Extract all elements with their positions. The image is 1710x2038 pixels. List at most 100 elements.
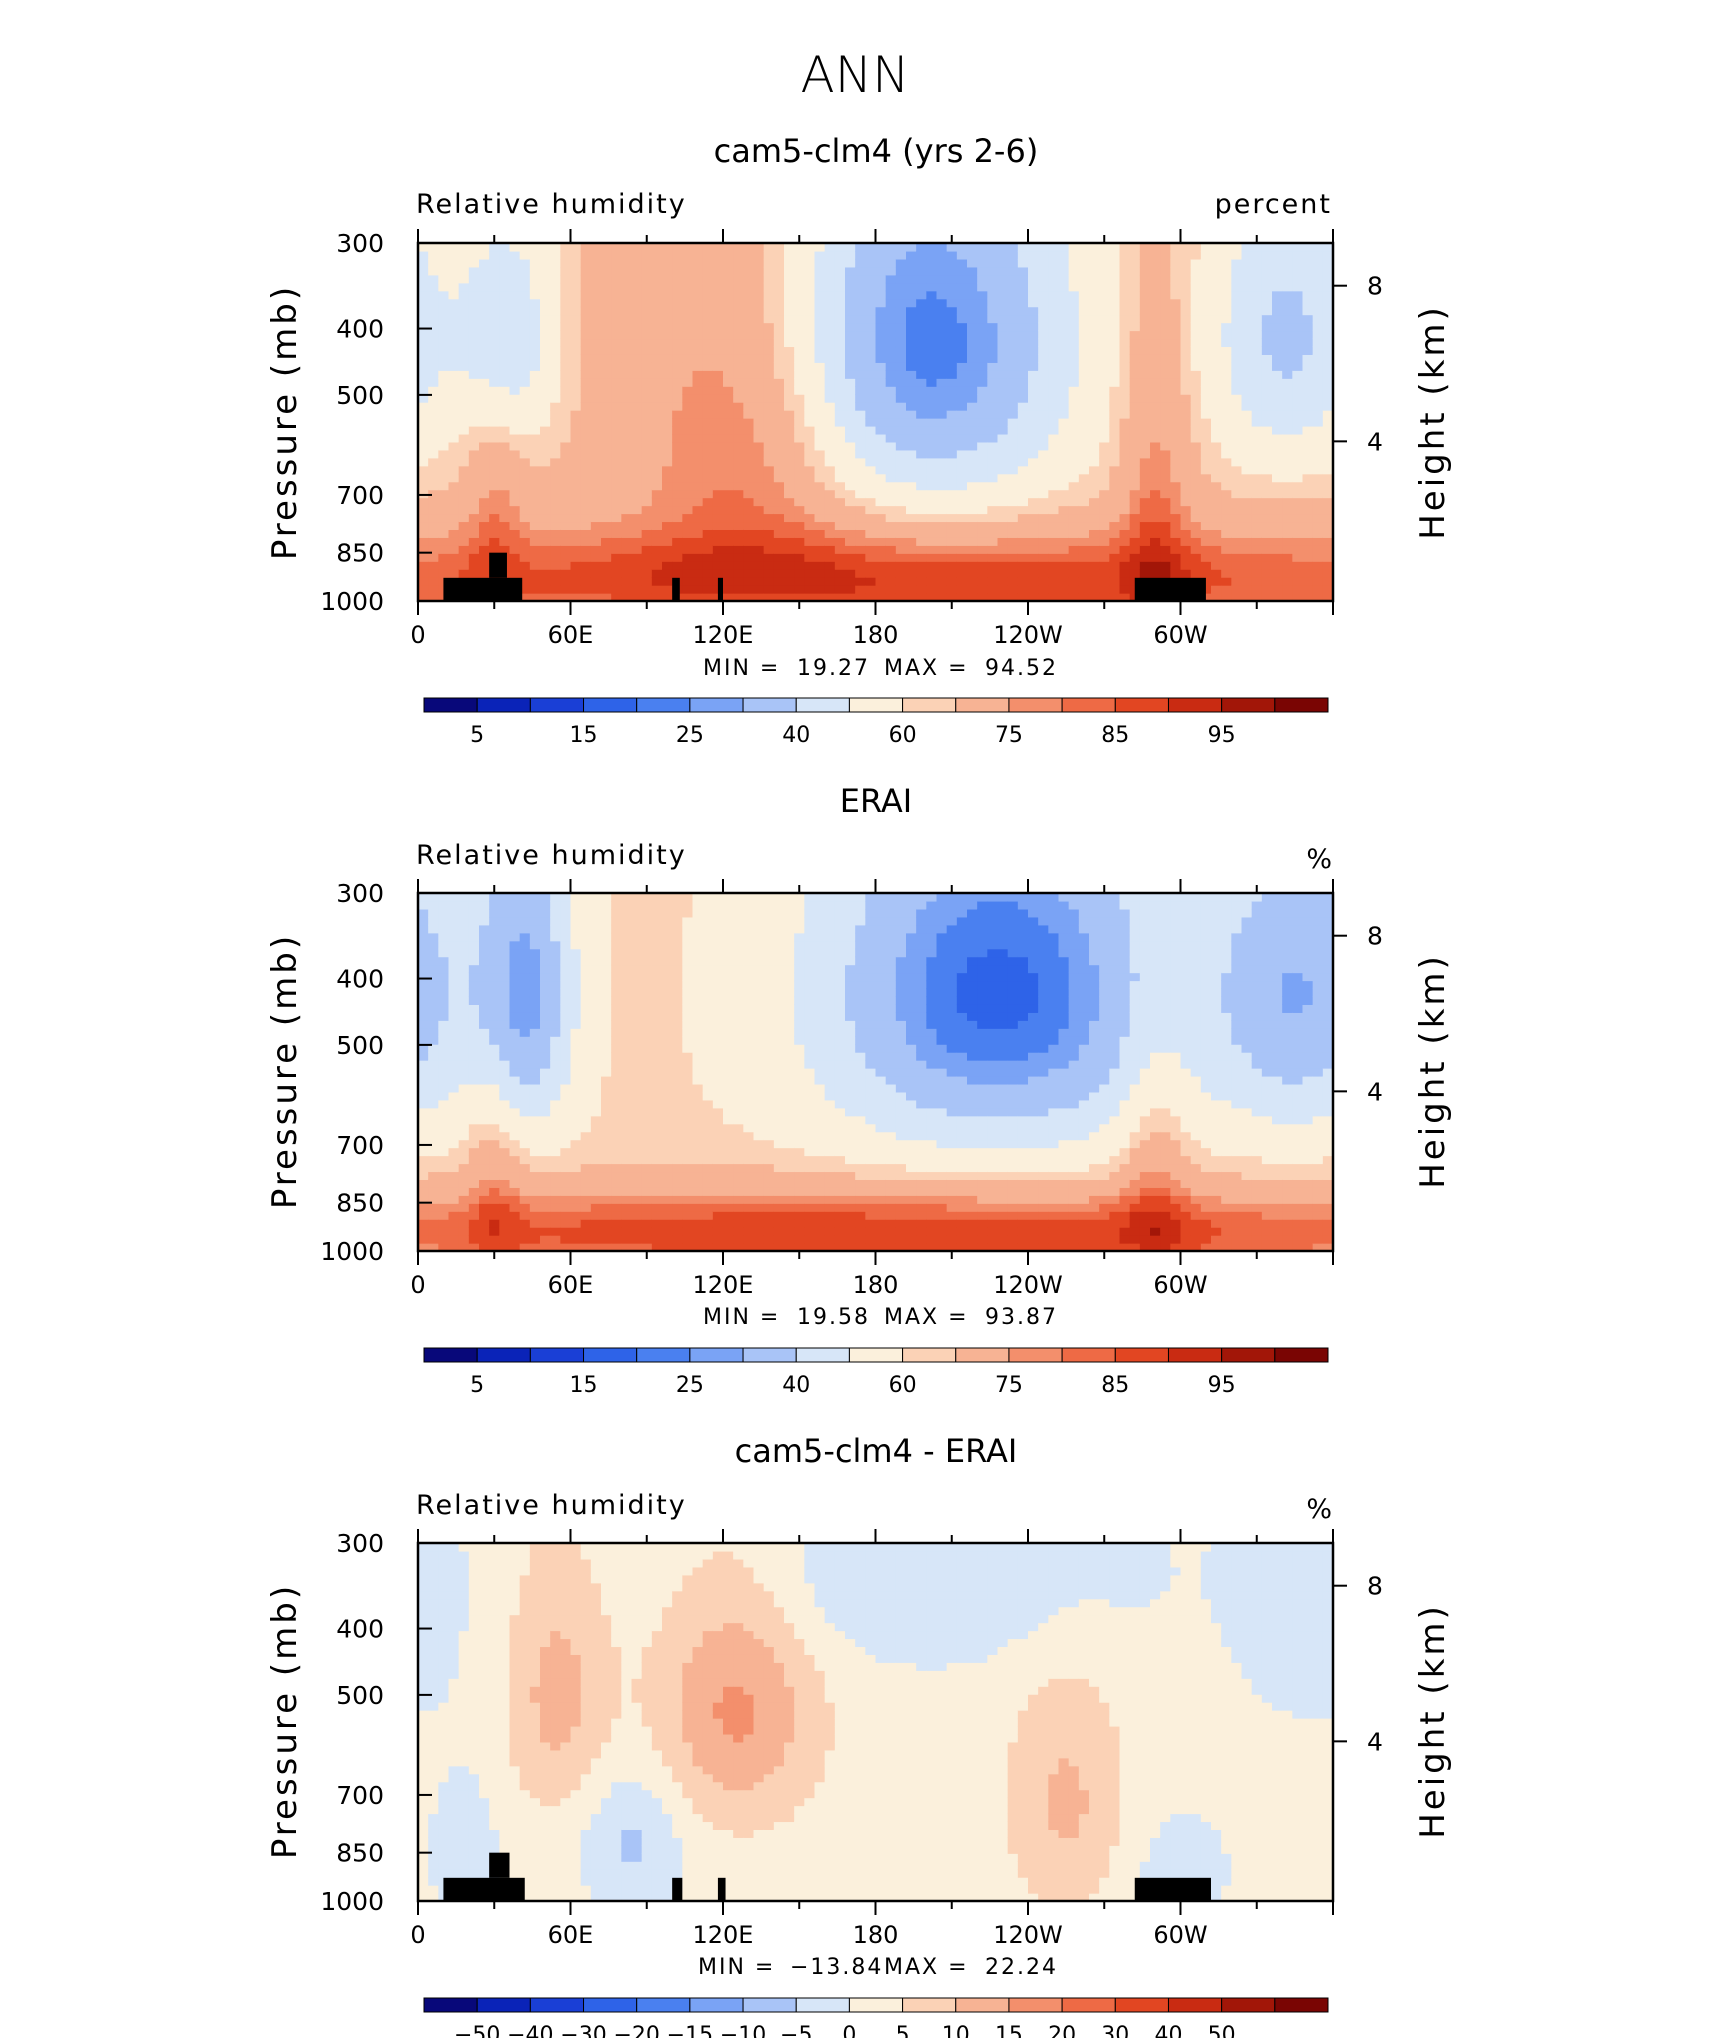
contour-cell	[560, 402, 572, 411]
contour-cell	[946, 274, 958, 284]
contour-cell	[499, 378, 511, 387]
contour-cell	[1312, 266, 1324, 276]
contour-cell	[479, 481, 490, 491]
contour-cell	[601, 346, 612, 355]
contour-cell	[1200, 569, 1212, 578]
contour-cell	[570, 505, 582, 515]
contour-cell	[580, 1091, 592, 1101]
contour-cell	[1068, 282, 1080, 292]
contour-cell	[1170, 250, 1182, 260]
contour-cell	[733, 465, 744, 475]
contour-cell	[723, 354, 734, 363]
contour-cell	[1221, 489, 1232, 499]
contour-cell	[560, 418, 572, 427]
contour-cell	[1312, 250, 1324, 260]
contour-cell	[550, 258, 561, 268]
contour-cell	[519, 394, 531, 403]
contour-cell	[936, 569, 948, 578]
contour-cell	[570, 1227, 582, 1236]
contour-cell	[489, 932, 500, 942]
contour-cell	[641, 306, 653, 316]
contour-cell	[702, 545, 714, 554]
contour-cell	[672, 505, 683, 515]
contour-cell	[1292, 338, 1304, 348]
contour-cell	[926, 418, 938, 427]
contour-cell	[418, 386, 429, 395]
contour-cell	[702, 577, 714, 586]
contour-cell	[1068, 537, 1080, 546]
contour-cell	[662, 243, 673, 252]
contour-cell	[997, 537, 1009, 546]
contour-cell	[895, 585, 907, 594]
contour-cell	[540, 513, 551, 523]
contour-cell	[845, 306, 856, 316]
contour-cell	[550, 893, 561, 902]
contour-cell	[570, 1036, 582, 1045]
contour-cell	[1017, 330, 1029, 340]
contour-cell	[1139, 322, 1151, 332]
contour-cell	[570, 354, 582, 363]
contour-cell	[560, 513, 572, 523]
contour-cell	[560, 577, 572, 586]
contour-cell	[997, 513, 1009, 523]
contour-cell	[458, 282, 470, 292]
contour-cell	[733, 243, 744, 252]
contour-cell	[1078, 243, 1090, 252]
contour-cell	[590, 577, 602, 586]
contour-cell	[967, 282, 978, 292]
contour-cell	[428, 1179, 439, 1188]
contour-cell	[1017, 449, 1029, 459]
contour-cell	[1251, 441, 1263, 451]
contour-cell	[794, 410, 805, 419]
contour-cell	[1139, 418, 1151, 427]
max-label: MAX =	[884, 656, 969, 681]
contour-cell	[946, 569, 958, 578]
contour-cell	[662, 465, 673, 475]
contour-cell	[1190, 545, 1202, 554]
contour-cell	[611, 243, 622, 252]
contour-cell	[784, 473, 795, 483]
contour-cell	[936, 561, 948, 570]
contour-cell	[1048, 465, 1060, 475]
contour-cell	[692, 322, 704, 332]
colorbar-label: 40	[782, 723, 810, 748]
contour-cell	[662, 282, 673, 292]
colorbar-label: 60	[889, 723, 917, 748]
contour-cell	[1099, 354, 1110, 363]
contour-cell	[529, 529, 541, 538]
contour-cell	[1068, 497, 1080, 507]
contour-cell	[458, 1068, 470, 1077]
contour-cell	[590, 402, 602, 411]
contour-cell	[845, 553, 856, 562]
contour-cell	[468, 1227, 480, 1236]
contour-cell	[763, 370, 775, 379]
contour-cell	[570, 1203, 582, 1212]
contour-cell	[1272, 394, 1283, 403]
contour-cell	[611, 449, 622, 459]
contour-cell	[1048, 322, 1060, 332]
contour-cell	[1282, 585, 1293, 594]
contour-cell	[1099, 410, 1110, 419]
contour-cell	[753, 577, 765, 586]
contour-cell	[601, 425, 612, 435]
contour-cell	[1231, 433, 1243, 443]
contour-cell	[529, 545, 541, 554]
contour-cell	[428, 314, 439, 324]
contour-cell	[641, 561, 653, 570]
contour-cell	[743, 346, 755, 355]
contour-cell	[682, 386, 694, 395]
contour-cell	[1099, 322, 1110, 332]
contour-cell	[865, 362, 877, 371]
contour-cell	[601, 386, 612, 395]
contour-cell	[418, 250, 429, 260]
contour-cell	[651, 513, 663, 523]
contour-cell	[794, 457, 805, 467]
contour-cell	[438, 378, 450, 387]
contour-cell	[448, 378, 460, 387]
contour-cell	[967, 497, 978, 507]
contour-cell	[763, 585, 775, 594]
contour-cell	[509, 362, 521, 371]
contour-cell	[529, 346, 541, 355]
contour-cell	[794, 378, 805, 387]
contour-cell	[428, 1219, 439, 1228]
